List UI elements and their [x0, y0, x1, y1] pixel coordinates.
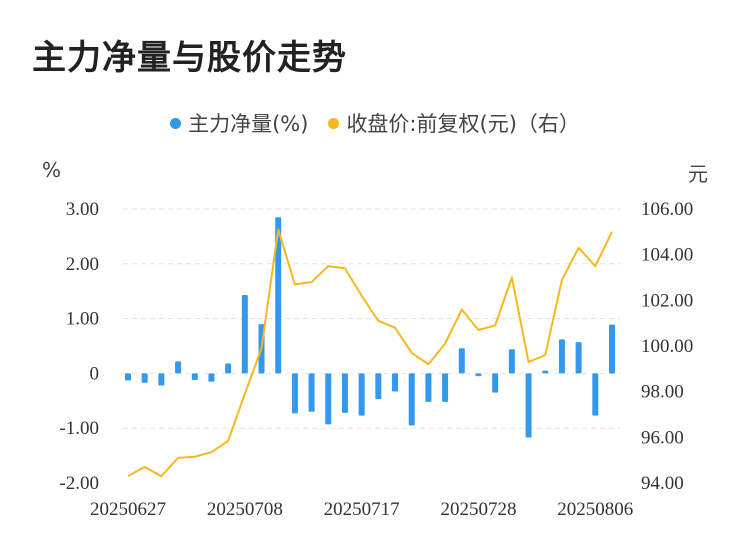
legend-item-net-volume[interactable]: 主力净量(%) [170, 108, 308, 138]
bar-net-volume [275, 217, 282, 374]
bar-net-volume [191, 373, 198, 380]
chart-title: 主力净量与股价走势 [32, 38, 347, 78]
bar-net-volume [425, 373, 432, 402]
legend-marker-bars [170, 117, 182, 129]
right-axis-tick-label: 102.00 [641, 290, 693, 311]
legend-marker-line [328, 117, 340, 129]
left-axis-tick-label: 3.00 [66, 199, 99, 220]
line-close-price [127, 228, 613, 478]
left-axis-tick-label: 1.00 [66, 309, 99, 330]
bar-net-volume [475, 373, 482, 377]
bar-net-volume [141, 373, 148, 383]
left-axis-tick-label: 2.00 [66, 254, 99, 275]
right-axis-tick-label: 100.00 [641, 336, 693, 357]
legend-item-close-price[interactable]: 收盘价:前复权(元)（右） [328, 108, 580, 138]
right-axis-tick-label: 104.00 [641, 245, 693, 266]
x-axis-tick-label: 20250728 [440, 499, 516, 520]
left-axis-tick-label: -2.00 [59, 473, 99, 494]
bar-net-volume [525, 373, 532, 438]
bar-net-volume [308, 373, 315, 412]
left-axis-unit: % [42, 158, 62, 182]
legend-label-net-volume: 主力净量(%) [188, 112, 309, 136]
bar-net-volume [575, 342, 582, 374]
bar-net-volume [609, 324, 615, 374]
x-axis-tick-label: 20250627 [90, 499, 166, 520]
right-axis-tick-label: 94.00 [641, 473, 684, 494]
bar-net-volume [442, 373, 449, 402]
bar-net-volume [158, 373, 165, 386]
left-axis-tick-label: 0 [90, 363, 100, 384]
bar-net-volume [592, 373, 599, 416]
bar-net-volume [225, 363, 232, 374]
right-axis-tick-label: 96.00 [641, 427, 684, 448]
bar-net-volume [508, 349, 515, 374]
legend-label-close-price: 收盘价:前复权(元)（右） [346, 112, 580, 136]
x-axis-tick-label: 20250806 [557, 499, 633, 520]
bar-net-volume [291, 373, 298, 414]
bar-net-volume [208, 373, 215, 382]
bar-net-volume [492, 373, 499, 393]
right-axis-unit: 元 [688, 162, 708, 186]
bar-net-volume [358, 373, 365, 416]
x-axis-tick-label: 20250708 [207, 499, 283, 520]
right-axis-tick-label: 98.00 [641, 382, 684, 403]
bar-net-volume [175, 361, 182, 374]
x-axis-tick-label: 20250717 [324, 499, 400, 520]
left-axis-tick-label: -1.00 [59, 418, 99, 439]
bar-net-volume [392, 373, 399, 392]
bar-net-volume [558, 339, 565, 374]
bar-net-volume [458, 348, 465, 374]
right-axis-tick-label: 106.00 [641, 199, 693, 220]
bar-net-volume [408, 373, 415, 426]
legend: 主力净量(%) 收盘价:前复权(元)（右） [0, 108, 750, 138]
bar-net-volume [241, 295, 248, 374]
bar-net-volume [341, 373, 348, 413]
bar-net-volume [542, 370, 549, 374]
bar-net-volume [125, 373, 131, 381]
bar-net-volume [325, 373, 332, 425]
bar-net-volume [375, 373, 382, 400]
